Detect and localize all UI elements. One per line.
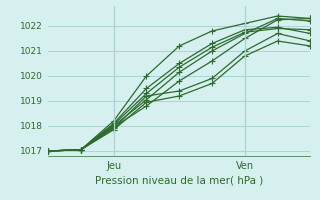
X-axis label: Pression niveau de la mer( hPa ): Pression niveau de la mer( hPa ) bbox=[95, 175, 263, 185]
